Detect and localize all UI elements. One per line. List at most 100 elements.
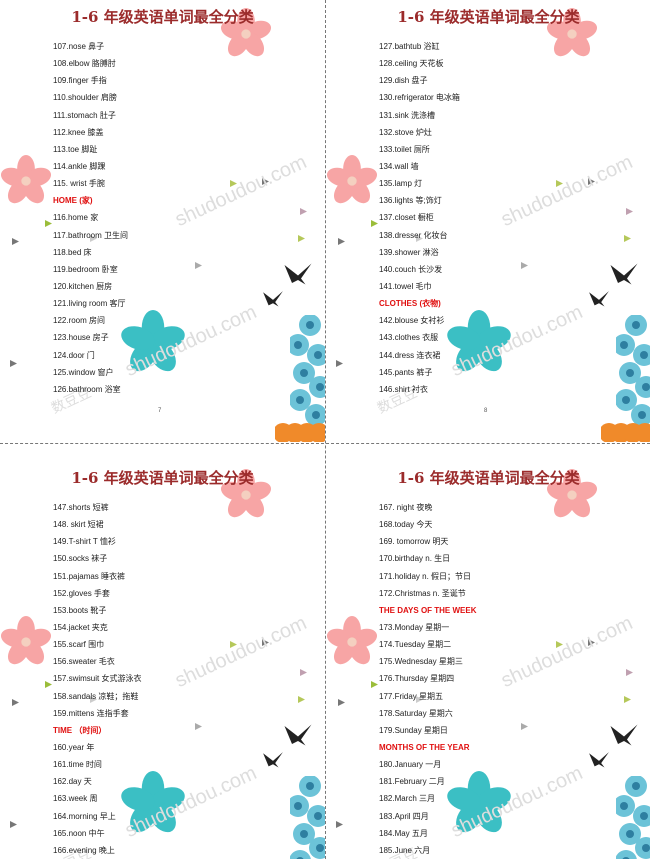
triangle-icon <box>626 669 633 676</box>
section-heading: TIME （时间） <box>53 725 107 735</box>
pink-flower-icon <box>0 155 52 204</box>
triangle-icon <box>338 238 345 245</box>
triangle-icon <box>588 178 595 185</box>
vocabulary-item: 126.bathroom 浴室 <box>53 384 121 394</box>
vocabulary-item: 179.Sunday 星期日 <box>379 725 448 735</box>
vocabulary-list: 127.bathtub 浴缸 128.ceiling 天花板 129.dish 盘子… <box>379 38 460 398</box>
triangle-icon <box>624 235 631 242</box>
triangle-icon <box>262 178 269 185</box>
swallow-bird-icon <box>610 724 638 746</box>
vocabulary-item: 123.house 房子 <box>53 333 109 343</box>
vocabulary-item: 111.stomach 肚子 <box>53 110 116 120</box>
vocabulary-item: 176.Thursday 星期四 <box>379 674 455 684</box>
vocabulary-item: 153.boots 靴子 <box>53 605 107 615</box>
triangle-icon <box>371 681 378 688</box>
vocabulary-item: 140.couch 长沙发 <box>379 264 443 274</box>
triangle-icon <box>45 681 52 688</box>
vocabulary-item: 130.refrigerator 电冰箱 <box>379 93 460 103</box>
vocabulary-item: 158.sandals 凉鞋；拖鞋 <box>53 691 139 701</box>
vocabulary-item: 119.bedroom 卧室 <box>53 264 118 274</box>
triangle-icon <box>298 696 305 703</box>
document-page: 1-6 年级英语单词最全分类 107.nose 鼻子 108.elbow 胳膊肘 10… <box>0 0 325 442</box>
vocabulary-item: 114.ankle 脚踝 <box>53 161 106 171</box>
blue-flowers-icon <box>616 776 650 859</box>
vocabulary-item: 159.mittens 连指手套 <box>53 708 129 718</box>
triangle-icon <box>338 699 345 706</box>
vocabulary-list: 167. night 夜晚 168.today 今天 169. tomorrow 明… <box>379 499 477 859</box>
blue-flowers-icon <box>616 315 650 425</box>
vocabulary-item: 175.Wednesday 星期三 <box>379 657 463 667</box>
triangle-icon <box>556 180 563 187</box>
vocabulary-item: 112.knee 膝盖 <box>53 127 104 137</box>
swallow-bird-icon <box>589 752 609 768</box>
vocabulary-item: 183.April 四月 <box>379 811 429 821</box>
vocabulary-item: 174.Tuesday 星期二 <box>379 640 452 650</box>
vocabulary-item: 184.May 五月 <box>379 828 428 838</box>
vocabulary-item: 151.pajamas 睡衣裤 <box>53 571 126 581</box>
vocabulary-item: 124.door 门 <box>53 350 95 360</box>
blue-flowers-icon <box>290 776 325 859</box>
vocabulary-item: 141.towel 毛巾 <box>379 281 432 291</box>
page-title: 1-6 年级英语单词最全分类 <box>71 8 254 26</box>
triangle-icon <box>521 262 528 269</box>
page-number: 8 <box>484 408 488 414</box>
vocabulary-item: 147.shorts 短裤 <box>53 503 109 512</box>
triangle-icon <box>336 360 343 367</box>
triangle-icon <box>12 699 19 706</box>
vocabulary-item: 120.kitchen 厨房 <box>53 281 113 291</box>
triangle-icon <box>12 238 19 245</box>
document-page: 1-6 年级英语单词最全分类 167. night 夜晚 168.today 今天 1… <box>326 445 650 859</box>
pink-flower-icon <box>546 469 598 518</box>
page-number: 7 <box>158 408 162 414</box>
vocabulary-item: 146.shirt 衬衣 <box>379 384 428 394</box>
swallow-bird-icon <box>284 724 312 746</box>
pink-flower-icon <box>220 8 272 57</box>
vocabulary-item: 115. wrist 手腕 <box>53 179 105 189</box>
vocabulary-item: 138.dresser 化妆台 <box>379 230 448 240</box>
triangle-icon <box>300 669 307 676</box>
triangle-icon <box>556 641 563 648</box>
section-heading: HOME (家) <box>53 196 93 206</box>
triangle-icon <box>521 723 528 730</box>
triangle-icon <box>45 220 52 227</box>
vocabulary-item: 172.Christmas n. 圣诞节 <box>379 588 466 598</box>
vocabulary-item: 125.window 窗户 <box>53 367 114 377</box>
vocabulary-item: 116.home 家 <box>53 213 99 223</box>
vocabulary-item: 182.March 三月 <box>379 794 436 804</box>
page-divider-vertical <box>325 0 326 859</box>
vocabulary-item: 160.year 年 <box>53 742 95 752</box>
section-heading: THE DAYS OF THE WEEK <box>379 605 477 615</box>
triangle-icon <box>262 639 269 646</box>
vocabulary-item: 136.lights 等;饰灯 <box>379 196 442 206</box>
vocabulary-item: 156.sweater 毛衣 <box>53 657 115 667</box>
pink-flower-icon <box>220 469 272 518</box>
document-page: 1-6 年级英语单词最全分类 147.shorts 短裤 148. skirt 短裙… <box>0 445 325 859</box>
vocabulary-item: 173.Monday 星期一 <box>379 622 450 632</box>
vocabulary-item: 144.dress 连衣裙 <box>379 350 441 360</box>
vocabulary-item: 154.jacket 夹克 <box>53 622 108 632</box>
teal-flower-icon <box>121 771 185 833</box>
vocabulary-item: 165.noon 中午 <box>53 828 105 838</box>
pink-flower-icon <box>326 616 378 665</box>
swallow-bird-icon <box>284 263 312 285</box>
swallow-bird-icon <box>589 291 609 307</box>
vocabulary-item: 177.Friday 星期五 <box>379 691 444 701</box>
vocabulary-item: 145.pants 裤子 <box>379 367 433 377</box>
triangle-icon <box>416 696 423 703</box>
vocabulary-item: 129.dish 盘子 <box>379 76 428 86</box>
triangle-icon <box>10 360 17 367</box>
vocabulary-item: 122.room 房间 <box>53 316 106 326</box>
vocabulary-item: 163.week 周 <box>53 794 98 804</box>
vocabulary-item: 150.socks 袜子 <box>53 554 108 564</box>
triangle-icon <box>195 723 202 730</box>
swallow-bird-icon <box>263 291 283 307</box>
vocabulary-item: 178.Saturday 星期六 <box>379 708 453 718</box>
vocabulary-item: 168.today 今天 <box>379 520 433 530</box>
vocabulary-item: 161.time 时间 <box>53 760 102 770</box>
watermark-text: shudoudou.com <box>171 151 311 232</box>
document-page: 1-6 年级英语单词最全分类 127.bathtub 浴缸 128.ceiling … <box>326 0 650 442</box>
section-heading: MONTHS OF THE YEAR <box>379 742 470 752</box>
triangle-icon <box>416 235 423 242</box>
orange-flowers-icon <box>601 423 650 442</box>
vocabulary-item: 162.day 天 <box>53 777 92 787</box>
